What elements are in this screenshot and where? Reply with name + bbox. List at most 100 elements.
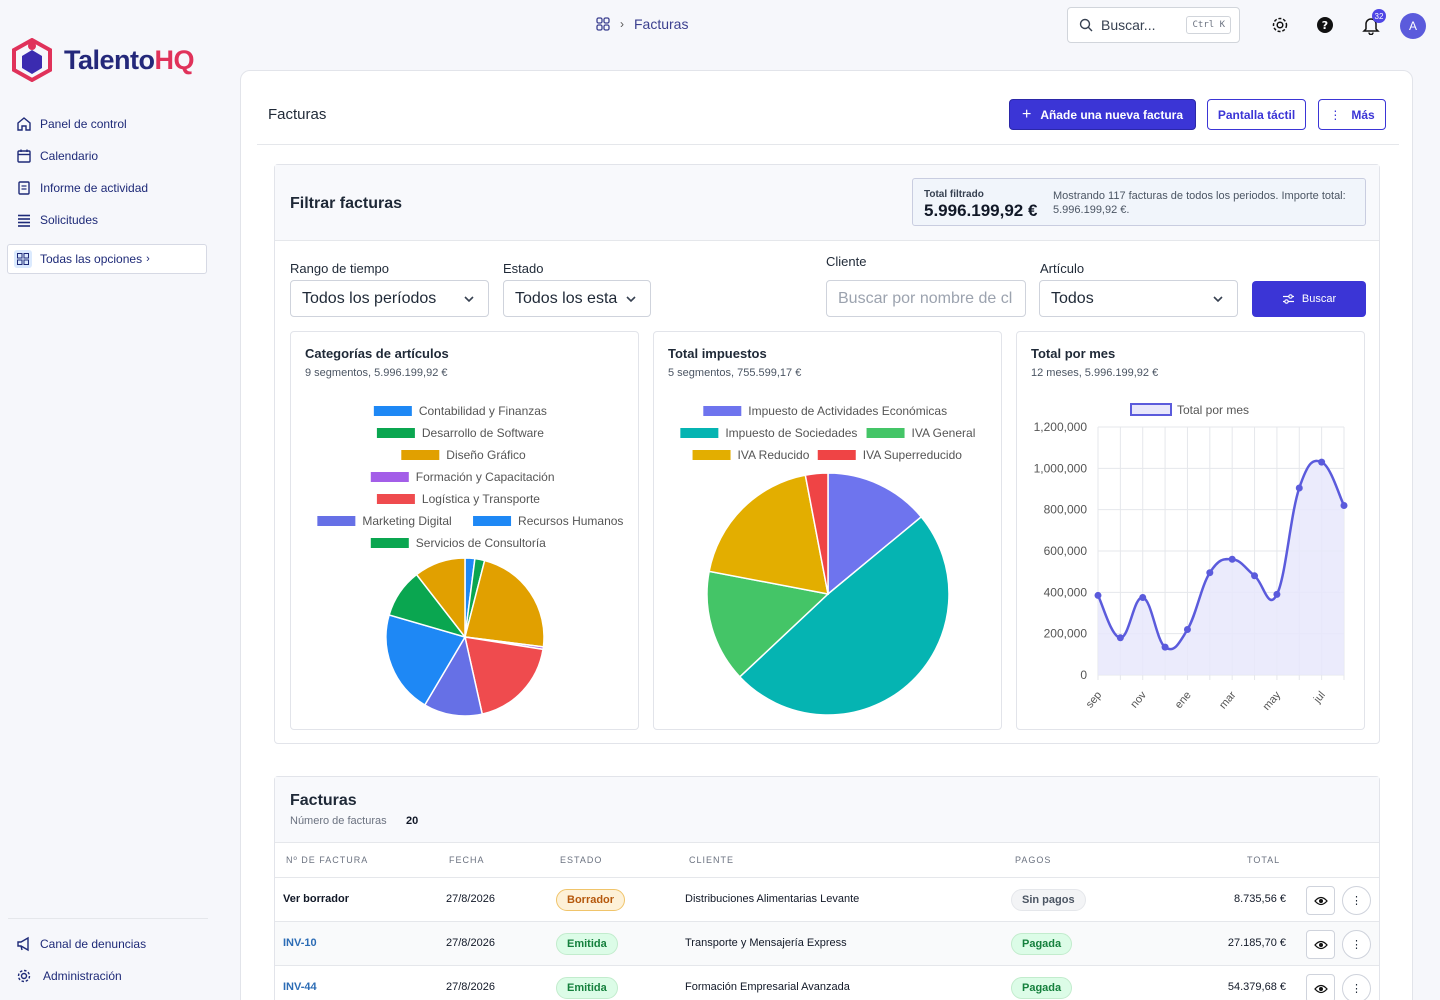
add-invoice-button[interactable]: + Añade una nueva factura — [1009, 99, 1196, 130]
legend-label: Logística y Transporte — [422, 492, 540, 506]
chevron-down-icon — [464, 296, 474, 303]
pie-slice — [423, 634, 484, 717]
notifications-button[interactable]: 32 — [1360, 9, 1386, 36]
legend-label: IVA Superreducido — [863, 448, 963, 462]
status-select[interactable]: Todos los esta — [503, 280, 651, 317]
client-label: Cliente — [826, 254, 867, 269]
view-button[interactable] — [1306, 930, 1335, 959]
col-date[interactable]: FECHA — [449, 855, 485, 865]
pie-slice — [415, 557, 466, 640]
kebab-icon: ⋮ — [1351, 983, 1362, 995]
table-row[interactable]: INV-10 27/8/2026 Emitida Transporte y Me… — [275, 922, 1379, 966]
sidebar: TalentoHQ Panel de control Calendario In… — [0, 0, 220, 1000]
view-button[interactable] — [1306, 886, 1335, 915]
payment-badge: Pagada — [1011, 977, 1073, 999]
col-client[interactable]: CLIENTE — [689, 855, 735, 865]
filtered-total-value: 5.996.199,92 € — [924, 201, 1038, 220]
legend-swatch — [317, 516, 356, 526]
chevron-down-icon — [1213, 296, 1223, 303]
legend-swatch — [473, 516, 512, 526]
filter-search-label: Buscar — [1301, 293, 1337, 305]
report-icon — [18, 181, 30, 195]
col-status[interactable]: ESTADO — [560, 855, 603, 865]
row-menu-button[interactable]: ⋮ — [1342, 930, 1371, 959]
time-range-label: Rango de tiempo — [290, 261, 390, 276]
table-row[interactable]: INV-44 27/8/2026 Emitida Formación Empre… — [275, 966, 1379, 1000]
gear-icon — [17, 969, 31, 983]
table-header: Facturas Número de facturas 20 — [275, 777, 1379, 843]
taxes-chart-card: Total impuestos 5 segmentos, 755.599,17 … — [653, 331, 1002, 730]
table-row[interactable]: Ver borrador 27/8/2026 Borrador Distribu… — [275, 878, 1379, 922]
sidebar-item-whistleblower[interactable]: Canal de denuncias — [8, 928, 208, 960]
chart-title: Categorías de artículos — [305, 346, 449, 361]
global-search-input[interactable]: Buscar... Ctrl K — [1067, 7, 1240, 43]
time-range-select[interactable]: Todos los períodos — [290, 280, 489, 317]
legend-swatch — [703, 406, 742, 416]
search-placeholder: Buscar... — [1101, 17, 1156, 33]
invoice-client: Transporte y Mensajería Express — [685, 937, 847, 949]
legend-label: Contabilidad y Finanzas — [419, 404, 547, 418]
eye-icon — [1313, 984, 1328, 993]
sidebar-item-label: Administración — [43, 969, 122, 983]
col-number[interactable]: Nº DE FACTURA — [286, 855, 369, 865]
filter-header: Filtrar facturas Total filtrado 5.996.19… — [275, 165, 1379, 241]
sidebar-item-label: Solicitudes — [40, 213, 99, 227]
row-menu-button[interactable]: ⋮ — [1342, 886, 1371, 915]
legend-swatch — [680, 428, 719, 438]
sidebar-nav: Panel de control Calendario Informe de a… — [8, 108, 208, 236]
row-menu-button[interactable]: ⋮ — [1342, 974, 1371, 1000]
more-button[interactable]: ⋮ Más — [1318, 99, 1386, 130]
client-search-input[interactable]: Buscar por nombre de cl — [826, 280, 1026, 317]
settings-button[interactable] — [1269, 14, 1291, 36]
grid-icon[interactable] — [596, 17, 610, 31]
gear-icon — [1272, 17, 1288, 33]
app-logo[interactable]: TalentoHQ — [12, 38, 194, 82]
x-tick-label: ene — [1173, 689, 1194, 711]
x-tick-label: nov — [1128, 689, 1149, 711]
y-tick-label: 200,000 — [1044, 627, 1088, 641]
filtered-total-box: Total filtrado 5.996.199,92 € Mostrando … — [912, 178, 1366, 226]
logo-cube-icon — [12, 38, 52, 82]
sidebar-item-report[interactable]: Informe de actividad — [8, 172, 208, 204]
sidebar-item-calendar[interactable]: Calendario — [8, 140, 208, 172]
touch-screen-label: Pantalla táctil — [1217, 107, 1296, 122]
sliders-icon — [1282, 294, 1294, 304]
touch-screen-button[interactable]: Pantalla táctil — [1207, 99, 1306, 130]
sidebar-item-label: Panel de control — [40, 117, 127, 131]
invoice-total: 27.185,70 € — [1227, 937, 1286, 949]
y-tick-label: 600,000 — [1044, 544, 1088, 558]
categories-pie-chart: Contabilidad y Finanzas Desarrollo de Sof… — [317, 404, 623, 717]
chart-subtitle: 9 segmentos, 5.996.199,92 € — [305, 367, 448, 379]
invoice-date: 27/8/2026 — [446, 937, 495, 949]
x-tick-label: sep — [1084, 689, 1105, 710]
sidebar-item-dashboard[interactable]: Panel de control — [8, 108, 208, 140]
plus-icon: + — [1021, 105, 1032, 123]
legend-label: Diseño Gráfico — [446, 448, 526, 462]
sidebar-item-admin[interactable]: Administración — [8, 960, 208, 992]
breadcrumb-current[interactable]: Facturas — [634, 16, 689, 32]
chevron-right-icon: › — [146, 253, 150, 265]
article-select[interactable]: Todos — [1039, 280, 1238, 317]
legend-label: IVA General — [912, 426, 976, 440]
legend-label: Recursos Humanos — [518, 514, 623, 528]
invoice-number[interactable]: INV-10 — [283, 937, 317, 949]
invoice-number[interactable]: Ver borrador — [283, 893, 350, 905]
col-total[interactable]: TOTAL — [1247, 855, 1281, 865]
sidebar-all-options[interactable]: Todas las opciones › — [7, 244, 207, 274]
avatar[interactable]: A — [1400, 13, 1426, 39]
status-badge: Emitida — [556, 933, 618, 955]
invoice-number[interactable]: INV-44 — [283, 981, 317, 993]
help-button[interactable]: ? — [1314, 14, 1336, 36]
filter-title: Filtrar facturas — [290, 195, 403, 212]
page-title: Facturas — [268, 106, 327, 123]
legend-label: Impuesto de Sociedades — [725, 426, 857, 440]
sidebar-item-requests[interactable]: Solicitudes — [8, 204, 208, 236]
categories-chart-card: Categorías de artículos 9 segmentos, 5.9… — [290, 331, 639, 730]
search-shortcut: Ctrl K — [1186, 16, 1231, 34]
view-button[interactable] — [1306, 974, 1335, 1000]
col-payments[interactable]: PAGOS — [1015, 855, 1052, 865]
filter-search-button[interactable]: Buscar — [1252, 281, 1366, 317]
sidebar-item-label: Informe de actividad — [40, 181, 149, 195]
legend-swatch — [692, 450, 731, 460]
chart-title: Total por mes — [1031, 346, 1116, 361]
